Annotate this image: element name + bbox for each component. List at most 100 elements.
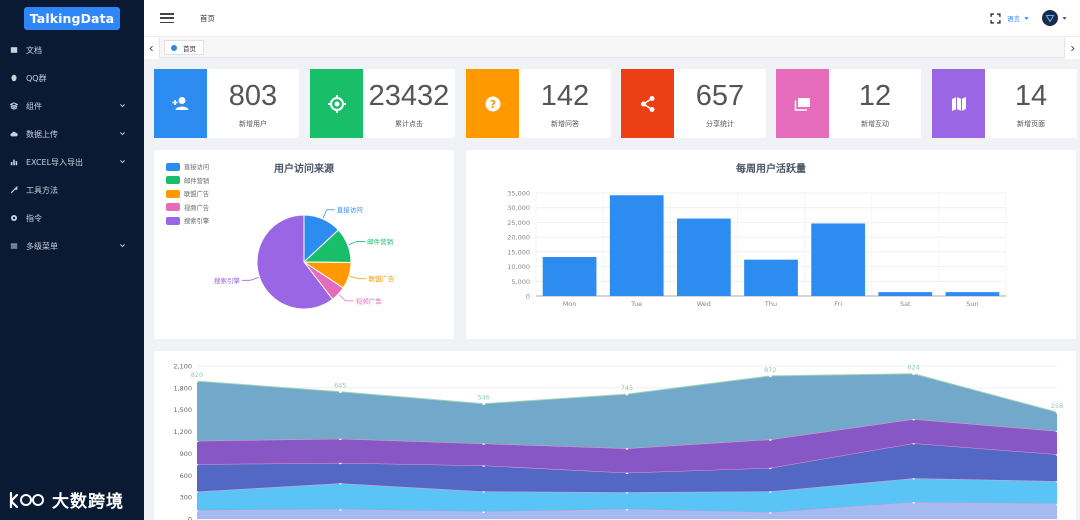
- tab-scroll-right-button[interactable]: [1064, 37, 1080, 59]
- area-point[interactable]: [912, 372, 915, 376]
- area-series[interactable]: [197, 419, 1057, 473]
- caret-down-icon[interactable]: [1061, 15, 1068, 22]
- area-point[interactable]: [1055, 410, 1059, 414]
- sidebar-item-tools[interactable]: 工具方法: [0, 176, 144, 204]
- legend-item[interactable]: 搜索引擎: [166, 214, 209, 228]
- avatar[interactable]: [1042, 10, 1058, 26]
- stat-card-new-questions[interactable]: ? 142 新增问答: [466, 69, 611, 138]
- stat-icon-box: [621, 69, 674, 138]
- tab-label: 首页: [183, 44, 196, 53]
- caret-down-icon: [1024, 16, 1029, 20]
- svg-text:?: ?: [489, 98, 495, 111]
- pie-label-line: [242, 277, 259, 281]
- sidebar-item-directives[interactable]: 指令: [0, 204, 144, 232]
- bar[interactable]: [677, 218, 731, 296]
- stat-card-new-pages[interactable]: 14 新增页面: [932, 69, 1077, 138]
- menu-toggle-icon[interactable]: [160, 13, 174, 23]
- map-icon: [951, 96, 966, 111]
- area-series[interactable]: [197, 373, 1057, 449]
- area-series[interactable]: [197, 502, 1057, 519]
- breadcrumb[interactable]: 首页: [200, 13, 215, 23]
- x-tick-label: Thu: [764, 300, 777, 308]
- chevron-right-icon: [1071, 45, 1075, 51]
- sidebar-item-components[interactable]: 组件: [0, 92, 144, 120]
- area-point[interactable]: [625, 392, 629, 396]
- sidebar-item-multilevel[interactable]: 多级菜单: [0, 232, 144, 260]
- stat-card-total-clicks[interactable]: 23432 累计点击: [310, 69, 455, 138]
- stacked-area-chart: 2,100 1,800 1,500 1,200 900 600 300 0 820 645 546 7…: [173, 363, 1063, 520]
- pie-slice-label: 直接访问: [337, 205, 363, 214]
- legend-item[interactable]: 视频广告: [166, 201, 209, 215]
- legend-item[interactable]: 联盟广告: [166, 187, 209, 201]
- stacked-area-panel: 2,100 1,800 1,500 1,200 900 600 300 0 820 645 546 7…: [154, 351, 1076, 520]
- bar[interactable]: [945, 292, 1000, 296]
- area-data-label: 546: [477, 394, 489, 402]
- y-tick-label: 600: [180, 472, 192, 480]
- bar[interactable]: [542, 256, 597, 296]
- bar[interactable]: [811, 223, 865, 296]
- area-point[interactable]: [482, 402, 485, 406]
- y-tick-label: 10,000: [507, 263, 530, 271]
- stat-card-shares[interactable]: 657 分享统计: [621, 69, 766, 138]
- fullscreen-icon[interactable]: [990, 12, 1001, 24]
- area-point[interactable]: [339, 390, 342, 394]
- legend-item[interactable]: 直接访问: [166, 160, 209, 174]
- language-dropdown[interactable]: 语言: [1007, 13, 1030, 23]
- sidebar-item-qq[interactable]: QQ群: [0, 64, 144, 92]
- tab-scroll-left-button[interactable]: [144, 37, 160, 59]
- chat-icon: [794, 97, 810, 111]
- area-point[interactable]: [769, 374, 772, 378]
- legend-item[interactable]: 邮件营销: [166, 174, 209, 188]
- x-tick-label: Sat: [900, 300, 911, 308]
- area-data-label: 872: [764, 366, 776, 374]
- bar[interactable]: [878, 292, 933, 296]
- pie-slice[interactable]: [256, 214, 334, 310]
- sidebar-item-label: 文档: [26, 45, 42, 55]
- sidebar-item-docs[interactable]: 文档: [0, 36, 144, 64]
- legend-swatch: [166, 189, 180, 198]
- y-tick-label: 30,000: [507, 204, 530, 212]
- directive-icon: [10, 214, 18, 222]
- sidebar-item-data-upload[interactable]: 数据上传: [0, 120, 144, 148]
- logo-area: TalkingData: [0, 0, 144, 36]
- top-header: 首页 语言: [144, 0, 1080, 36]
- question-icon: ?: [485, 96, 500, 111]
- sidebar-item-label: 指令: [26, 213, 42, 223]
- sidebar-item-excel[interactable]: EXCEL导入导出: [0, 148, 144, 176]
- brand-logo[interactable]: TalkingData: [23, 6, 121, 30]
- tab-home[interactable]: 首页: [164, 40, 204, 55]
- stat-value: 657: [695, 80, 745, 112]
- area-point[interactable]: [195, 379, 199, 383]
- area-series[interactable]: [197, 443, 1057, 493]
- stat-card-interactions[interactable]: 12 新增互动: [776, 69, 921, 138]
- chevron-down-icon: [120, 160, 125, 164]
- bar[interactable]: [744, 259, 798, 296]
- active-tab-dot: [171, 44, 177, 51]
- qq-icon: [11, 74, 17, 82]
- bar[interactable]: [609, 195, 664, 296]
- pie-legend: 直接访问 邮件营销 联盟广告 视频广告 搜索引擎: [166, 160, 209, 228]
- legend-label: 联盟广告: [184, 191, 210, 199]
- watermark-text: 大数跨境: [52, 492, 124, 512]
- sidebar-item-label: 组件: [26, 101, 42, 111]
- stat-label: 新增页面: [1017, 120, 1045, 128]
- area-data-label: 745: [621, 384, 633, 392]
- sidebar-item-label: EXCEL导入导出: [26, 157, 84, 167]
- stat-label: 新增用户: [239, 120, 267, 128]
- y-tick-label: 1,200: [173, 428, 192, 436]
- stat-icon-box: ?: [466, 69, 519, 138]
- crosshair-icon: [327, 94, 346, 113]
- pie-slice-label: 搜索引擎: [214, 276, 241, 285]
- y-tick-label: 900: [180, 450, 192, 458]
- pie-slice-label: 邮件营销: [367, 237, 394, 246]
- add-user-icon: [172, 96, 188, 110]
- user-avatar-icon: [1045, 14, 1055, 23]
- area-series[interactable]: [197, 478, 1057, 513]
- stat-card-new-users[interactable]: 803 新增用户: [154, 69, 299, 138]
- y-tick-label: 25,000: [507, 219, 530, 227]
- sidebar-item-label: 工具方法: [26, 185, 58, 195]
- legend-swatch: [166, 162, 180, 171]
- x-tick-label: Tue: [630, 300, 642, 308]
- chevron-down-icon: [120, 132, 125, 136]
